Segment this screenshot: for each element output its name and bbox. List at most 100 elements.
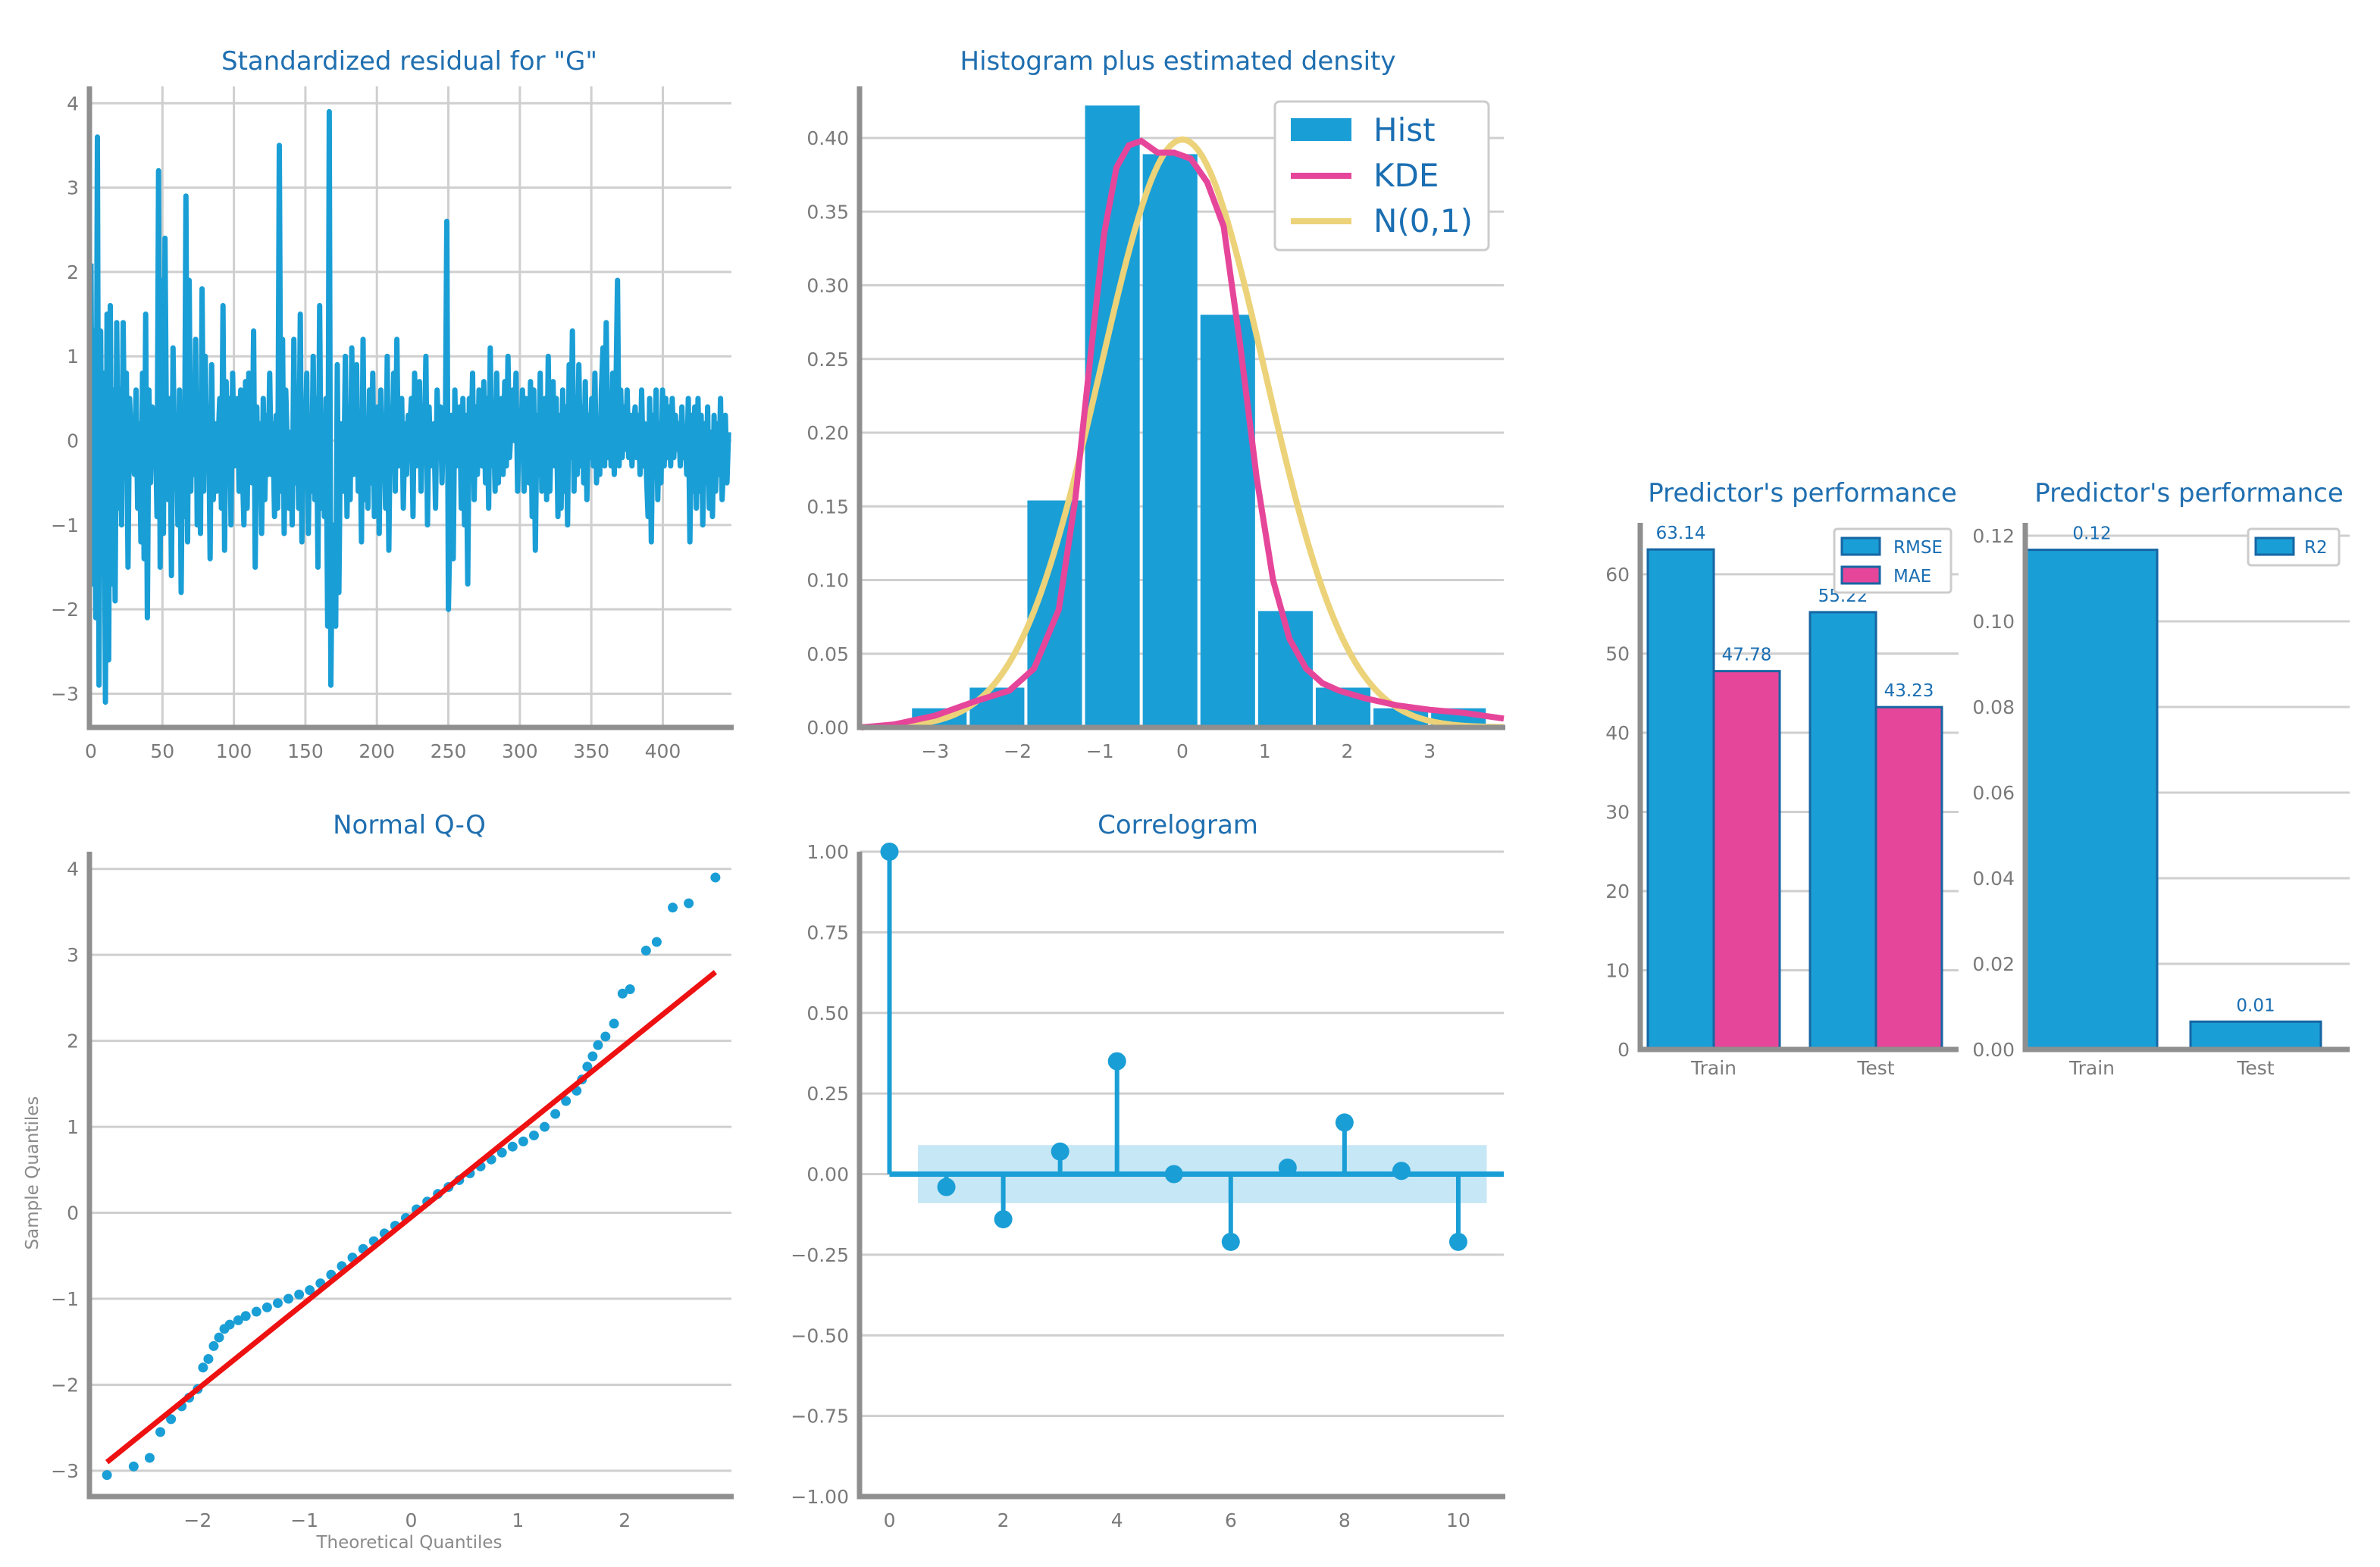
performance-r2-title: Predictor's performance (2034, 478, 2344, 508)
performance-r2-ytick-label: 0.06 (1972, 782, 2015, 804)
qq-point (684, 898, 694, 909)
acf-marker (1448, 1232, 1467, 1251)
residual-axes (86, 86, 734, 730)
histogram-axes (856, 86, 1505, 730)
qq-point (203, 1353, 214, 1364)
correlogram-ytick-label: 1.00 (806, 841, 849, 863)
qq-ytick-label: 0 (67, 1203, 79, 1225)
residual-ytick-label: −1 (51, 515, 79, 536)
correlogram-ytick-label: 0.25 (806, 1083, 849, 1105)
qq-point (640, 945, 651, 956)
performance-r2-ytick-label: 0.12 (1972, 525, 2015, 547)
histogram-xtick-label: −1 (1086, 740, 1114, 762)
correlogram-ytick-label: −0.50 (791, 1325, 849, 1346)
residual-series-line (88, 108, 731, 705)
qq-point (561, 1096, 572, 1106)
acf-marker (1392, 1162, 1411, 1181)
qq-chart-title: Normal Q-Q (333, 810, 486, 840)
qq-point (496, 1147, 507, 1158)
legend-normal-label: N(0,1) (1373, 202, 1473, 239)
qq-xtick-label: 1 (512, 1509, 524, 1531)
residual-xtick-label: 200 (359, 740, 395, 762)
qq-point (240, 1311, 251, 1321)
residual-chart-title: Standardized residual for "G" (221, 46, 597, 77)
performance-error-tick-labels: 0 10 20 30 40 50 60 Train Test (1605, 564, 1895, 1079)
performance-error-ytick-label: 20 (1605, 880, 1630, 902)
legend-kde-label: KDE (1373, 157, 1439, 194)
qq-xtick-label: −2 (183, 1509, 211, 1531)
residual-ytick-label: −3 (51, 683, 79, 705)
qq-ylabel: Sample Quantiles (23, 1096, 42, 1250)
performance-r2-tick-labels: 0.00 0.02 0.04 0.06 0.08 0.10 0.12 Train Test (1972, 525, 2274, 1079)
performance-r2-xtick-label: Train (2068, 1057, 2115, 1079)
acf-marker (1051, 1142, 1069, 1161)
histogram-xtick-label: −2 (1004, 740, 1032, 762)
histogram-tick-labels: 0.00 0.05 0.10 0.15 0.20 0.25 0.30 0.35 0.40 −3 −2… (806, 127, 1436, 762)
qq-point (251, 1306, 261, 1317)
histogram-xtick-label: −3 (921, 740, 949, 762)
qq-xtick-label: 2 (618, 1509, 631, 1531)
qq-ytick-label: 4 (67, 859, 79, 880)
qq-xtick-label: 0 (406, 1509, 418, 1531)
performance-r2-ytick-label: 0.08 (1972, 696, 2015, 718)
residual-ytick-label: 2 (67, 261, 79, 283)
acf-marker (937, 1178, 956, 1196)
qq-ytick-label: 3 (67, 944, 79, 966)
performance-r2-data-label: 0.01 (2236, 996, 2275, 1015)
qq-point (155, 1427, 166, 1437)
residual-chart: Standardized residual for "G" −3 −2 −1 0 1 2 3… (51, 46, 734, 762)
performance-error-bar (1646, 548, 1715, 1051)
performance-error-ytick-label: 0 (1617, 1039, 1630, 1061)
acf-marker (1278, 1158, 1297, 1177)
legend-r2-swatch (2254, 536, 2295, 556)
correlogram-ytick-label: 0.00 (806, 1164, 849, 1186)
residual-ytick-label: −2 (51, 599, 79, 621)
qq-point (600, 1031, 611, 1042)
acf-marker (1335, 1113, 1354, 1132)
residual-xtick-label: 300 (502, 740, 538, 762)
performance-error-ytick-label: 30 (1605, 801, 1630, 823)
residual-xtick-label: 250 (431, 740, 467, 762)
qq-axes (86, 852, 734, 1500)
qq-point (233, 1315, 243, 1325)
performance-r2-axes (2022, 523, 2350, 1052)
performance-error-ytick-label: 40 (1605, 722, 1630, 744)
qq-point (507, 1141, 518, 1152)
kde-curve (860, 137, 1505, 730)
residual-tick-labels: −3 −2 −1 0 1 2 3 4 0 50 100 150 200 250 300 350 400 (51, 92, 681, 762)
qq-point (668, 902, 678, 913)
performance-r2-chart: Predictor's performance 0.00 0.02 0.04 0.06… (1972, 478, 2350, 1079)
performance-error-ytick-label: 60 (1605, 564, 1630, 586)
correlogram-chart-title: Correlogram (1098, 810, 1258, 840)
histogram-xtick-label: 2 (1341, 740, 1353, 762)
histogram-xtick-label: 3 (1423, 740, 1436, 762)
qq-ytick-label: 1 (67, 1116, 79, 1138)
legend-hist-label: Hist (1373, 111, 1436, 149)
performance-r2-bars: 0.12 0.01 (2025, 524, 2322, 1051)
correlogram-ytick-label: 0.50 (806, 1002, 849, 1024)
qq-point (283, 1293, 294, 1304)
histogram-ytick-label: 0.00 (806, 717, 849, 739)
qq-tick-labels: −3 −2 −1 0 1 2 3 4 −2 −1 0 1 2 (51, 859, 631, 1531)
qq-point (128, 1461, 139, 1472)
correlogram-xtick-label: 8 (1339, 1509, 1351, 1531)
performance-r2-bar (2025, 549, 2159, 1051)
qq-point (102, 1470, 112, 1481)
correlogram-xtick-label: 6 (1225, 1509, 1237, 1531)
residual-xtick-label: 350 (573, 740, 609, 762)
correlogram-ytick-label: 0.75 (806, 921, 849, 943)
residual-xtick-label: 400 (645, 740, 681, 762)
qq-gridlines (89, 868, 731, 1472)
qq-ytick-label: −2 (51, 1374, 79, 1396)
performance-r2-data-label: 0.12 (2072, 524, 2111, 544)
legend-mae-label: MAE (1893, 567, 1931, 586)
performance-error-bar (1712, 670, 1781, 1051)
qq-point (208, 1340, 219, 1351)
histogram-ytick-label: 0.25 (806, 349, 849, 371)
histogram-ytick-label: 0.40 (806, 127, 849, 149)
qq-ytick-label: −1 (51, 1288, 79, 1310)
performance-error-chart: Predictor's performance 0 10 20 30 40 50 60 Tra… (1605, 478, 1959, 1079)
correlogram-xtick-label: 10 (1446, 1509, 1470, 1531)
performance-error-title: Predictor's performance (1648, 478, 1957, 508)
